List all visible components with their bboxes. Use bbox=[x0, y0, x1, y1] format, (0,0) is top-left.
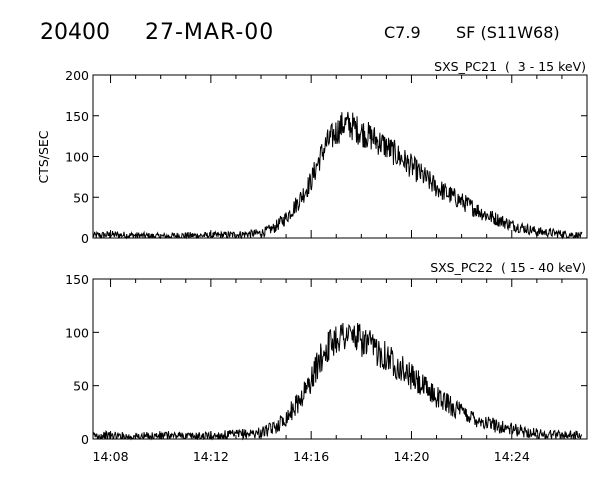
y-tick-label-pc22: 100 bbox=[65, 325, 89, 340]
y-axis-label: CTS/SEC bbox=[36, 130, 51, 183]
panel-pc21: SXS_PC21 ( 3 - 15 keV) CTS/SEC 0 50 100 150… bbox=[36, 59, 588, 246]
trace-pc21 bbox=[92, 111, 583, 240]
y-tick-label-pc21: 100 bbox=[65, 150, 89, 165]
event-id: 20400 bbox=[40, 20, 110, 45]
panel-title-pc22: SXS_PC22 ( 15 - 40 keV) bbox=[430, 260, 586, 275]
y-tick-label-pc21: 0 bbox=[81, 231, 89, 246]
x-tick-label: 14:20 bbox=[393, 449, 429, 464]
panel-pc22: SXS_PC22 ( 15 - 40 keV) 0 50 100 150 14:08 1… bbox=[65, 260, 588, 464]
plot-frame-pc22 bbox=[92, 278, 588, 440]
y-tick-label-pc22: 150 bbox=[65, 272, 89, 287]
x-tick-label: 14:08 bbox=[93, 449, 129, 464]
flare-location: SF (S11W68) bbox=[456, 23, 560, 42]
x-tick-label: 14:16 bbox=[293, 449, 329, 464]
event-date: 27-MAR-00 bbox=[145, 20, 274, 45]
plot-frame-pc21 bbox=[92, 74, 588, 239]
y-tick-label-pc21: 200 bbox=[65, 68, 89, 83]
y-tick-label-pc22: 0 bbox=[81, 432, 89, 447]
panel-title-pc21: SXS_PC21 ( 3 - 15 keV) bbox=[434, 59, 586, 74]
trace-pc22 bbox=[92, 322, 583, 441]
x-tick-label: 14:12 bbox=[193, 449, 229, 464]
x-tick-label: 14:24 bbox=[494, 449, 530, 464]
y-tick-label-pc21: 50 bbox=[73, 190, 89, 205]
y-tick-label-pc22: 50 bbox=[73, 379, 89, 394]
y-tick-label-pc21: 150 bbox=[65, 109, 89, 124]
flare-class: C7.9 bbox=[384, 23, 421, 42]
